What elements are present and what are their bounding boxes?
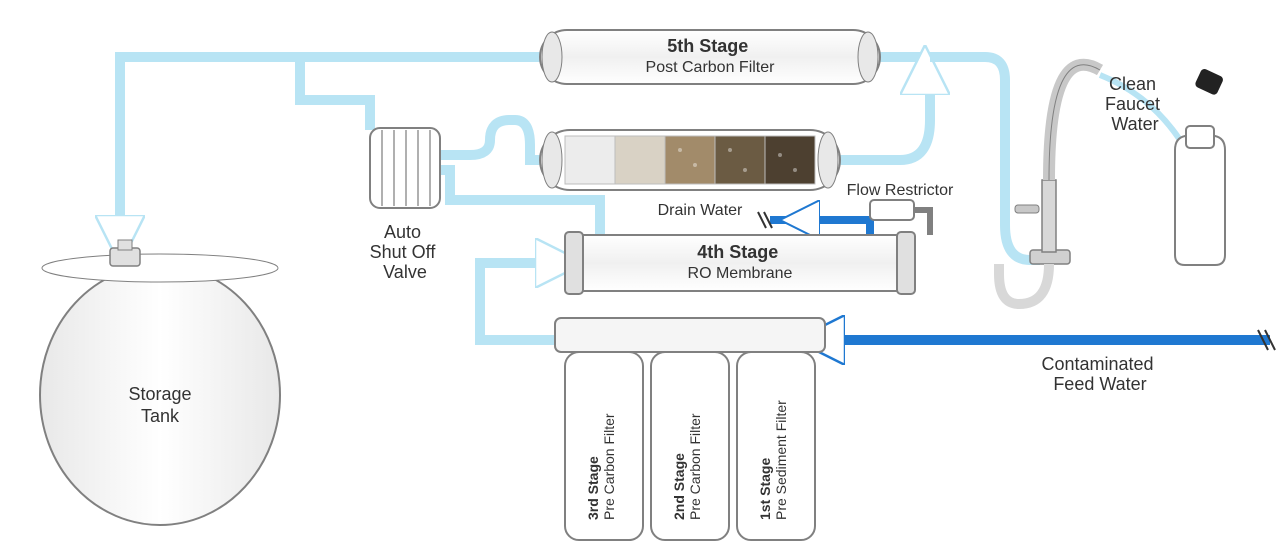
water-bottle [1175, 68, 1225, 265]
flow-restrictor [870, 200, 930, 235]
auto-shutoff-valve: Auto Shut Off Valve [370, 128, 441, 282]
feed-label: Contaminated Feed Water [1041, 354, 1158, 394]
storage-label-2: Tank [141, 406, 180, 426]
ro-system-diagram: StorageTank Auto Shut Off Valve 5th Stag… [0, 0, 1279, 552]
storage-label-1: Storage [128, 384, 191, 404]
flow-restrictor-label: Flow Restrictor [847, 182, 954, 199]
stage-2-filter: 2nd Stage Pre Carbon Filter [651, 352, 729, 540]
mineral-cartridge [540, 130, 840, 190]
drain-label: Drain Water [658, 202, 743, 219]
stage-5-post-carbon: 5th Stage Post Carbon Filter [540, 30, 880, 84]
prefilter-bank: 3rd Stage Pre Carbon Filter 2nd Stage Pr… [555, 318, 825, 540]
svg-text:Auto Shut Off Valv: Auto Shut Off Valve [370, 222, 441, 282]
stage-4-ro-membrane: 4th Stage RO Membrane [565, 232, 915, 294]
faucet [999, 65, 1100, 304]
pipe-valve-to-mineral [440, 120, 540, 160]
stage-1-filter: 1st Stage Pre Sediment Filter [737, 352, 815, 540]
pipe-top-to-valve [300, 57, 370, 130]
storage-tank: StorageTank [40, 240, 280, 525]
stage-3-filter: 3rd Stage Pre Carbon Filter [565, 352, 643, 540]
clean-label: Clean Faucet Water [1105, 74, 1165, 134]
pipe-to-faucet [930, 57, 1040, 260]
